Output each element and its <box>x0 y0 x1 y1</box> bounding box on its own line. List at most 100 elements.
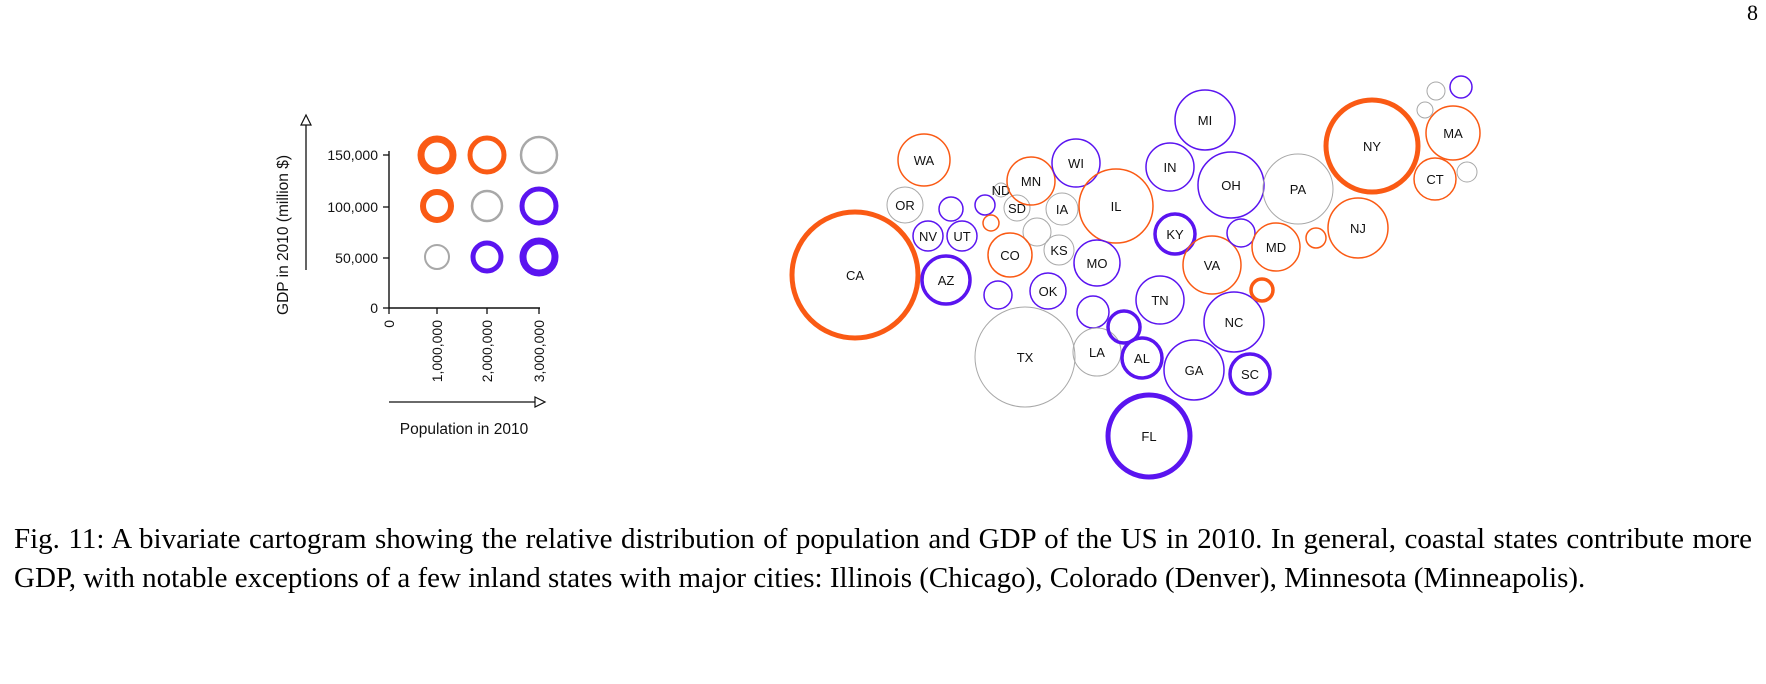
state-label-nd: ND <box>992 183 1011 198</box>
state-circle-ut <box>946 220 978 252</box>
y-axis-arrowhead <box>300 113 312 126</box>
state-circle-dc <box>1249 277 1275 303</box>
state-label-oh: OH <box>1221 178 1241 193</box>
state-circle-mi <box>1174 89 1236 151</box>
state-label-al: AL <box>1134 351 1150 366</box>
state-circle-mt <box>974 194 996 216</box>
state-circle-nv <box>912 220 944 252</box>
state-label-ok: OK <box>1039 284 1058 299</box>
state-circle-ky <box>1153 212 1197 256</box>
state-circle-mn <box>1006 156 1056 206</box>
state-label-fl: FL <box>1141 429 1156 444</box>
state-circle-il <box>1078 168 1154 244</box>
state-circle-ks <box>1043 234 1075 266</box>
page-number: 8 <box>1747 0 1758 25</box>
state-label-ia: IA <box>1056 202 1069 217</box>
legend-circle-balanced <box>470 189 504 223</box>
state-label-ga: GA <box>1185 363 1204 378</box>
state-circle-de <box>1305 227 1327 249</box>
state-circle-co <box>987 232 1033 278</box>
x-tick-label: 2,000,000 <box>479 320 495 382</box>
state-label-wa: WA <box>914 153 935 168</box>
state-circle-ar <box>1076 295 1110 329</box>
state-label-ky: KY <box>1166 227 1184 242</box>
state-label-sd: SD <box>1008 201 1026 216</box>
state-circle-ga <box>1163 339 1225 401</box>
y-ticks: 0 50,000 100,000 150,000 <box>327 147 389 316</box>
state-label-mn: MN <box>1021 174 1041 189</box>
state-label-nc: NC <box>1225 315 1244 330</box>
legend-circle-balanced <box>424 244 450 270</box>
state-circle-ct <box>1413 157 1457 201</box>
state-label-nv: NV <box>919 229 937 244</box>
state-circle-tx <box>974 306 1076 408</box>
state-circle-az <box>920 254 972 306</box>
cartogram: WA OR CA NV UT AZ ND SD MN IA CO KS OK TX WI IL MO LA MI IN… <box>789 75 1481 480</box>
state-circle-nj <box>1327 197 1389 259</box>
state-label-md: MD <box>1266 240 1286 255</box>
state-label-wi: WI <box>1068 156 1084 171</box>
state-circle-pa <box>1262 153 1334 225</box>
state-circle-al <box>1120 336 1164 380</box>
state-circle-wa <box>897 133 951 187</box>
state-label-ut: UT <box>953 229 970 244</box>
state-label-tx: TX <box>1017 350 1034 365</box>
x-tick-label: 1,000,000 <box>429 320 445 382</box>
state-circle-nc <box>1203 291 1265 353</box>
state-circle-ca <box>789 209 921 341</box>
state-circle-vt <box>1416 101 1434 119</box>
x-tick-label: 3,000,000 <box>531 320 547 382</box>
state-circle-me <box>1449 75 1473 99</box>
state-label-ks: KS <box>1050 243 1068 258</box>
state-circle-sc <box>1228 352 1272 396</box>
state-circle-ok <box>1029 272 1067 310</box>
bivariate-legend: 0 50,000 100,000 150,000 0 1,000,000 2,000,00… <box>275 113 559 438</box>
legend-circle-high-gdp <box>420 189 454 223</box>
state-circle-ny <box>1323 97 1421 195</box>
state-label-ny: NY <box>1363 139 1381 154</box>
state-label-co: CO <box>1000 248 1020 263</box>
state-label-in: IN <box>1164 160 1177 175</box>
state-circle-fl <box>1105 392 1193 480</box>
state-label-va: VA <box>1204 258 1221 273</box>
legend-circle-high-population <box>519 186 559 226</box>
y-tick-label: 50,000 <box>335 250 378 266</box>
y-tick-label: 100,000 <box>327 199 378 215</box>
state-circle-mo <box>1073 239 1121 287</box>
legend-circle-high-population <box>519 237 559 277</box>
state-label-mo: MO <box>1087 256 1108 271</box>
state-circle-ne <box>1022 217 1052 247</box>
legend-circle-balanced <box>519 135 559 175</box>
state-label-la: LA <box>1089 345 1105 360</box>
x-ticks: 0 1,000,000 2,000,000 3,000,000 <box>381 308 547 382</box>
state-circle-in <box>1145 142 1195 192</box>
x-axis-label: Population in 2010 <box>400 421 529 438</box>
y-axis-label: GDP in 2010 (million $) <box>275 155 292 315</box>
legend-circles <box>417 135 559 277</box>
state-circle-sd <box>1003 194 1031 222</box>
state-circle-va <box>1182 235 1242 295</box>
state-circle-md <box>1251 222 1301 272</box>
state-circle-wy <box>982 214 1000 232</box>
state-circle-nh <box>1426 81 1446 101</box>
state-circle-wv <box>1226 218 1256 248</box>
state-circle-ia <box>1045 192 1079 226</box>
state-label-nj: NJ <box>1350 221 1366 236</box>
x-tick-label: 0 <box>381 320 397 328</box>
state-label-az: AZ <box>938 273 955 288</box>
state-circle-ms <box>1106 309 1142 345</box>
state-circle-tn <box>1135 275 1185 325</box>
y-tick-label: 150,000 <box>327 147 378 163</box>
state-label-ct: CT <box>1426 172 1443 187</box>
legend-circle-high-gdp <box>417 135 457 175</box>
state-circle-id <box>938 196 964 222</box>
state-circle-ri <box>1456 161 1478 183</box>
state-label-pa: PA <box>1290 182 1307 197</box>
state-label-mi: MI <box>1198 113 1212 128</box>
state-label-ma: MA <box>1443 126 1463 141</box>
state-circle-ma <box>1425 105 1481 161</box>
state-label-tn: TN <box>1151 293 1168 308</box>
state-circle-oh <box>1197 151 1265 219</box>
state-label-sc: SC <box>1241 367 1259 382</box>
